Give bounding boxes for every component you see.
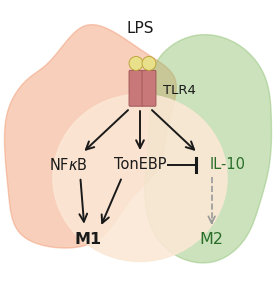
- Text: IL-10: IL-10: [210, 158, 246, 172]
- Text: M2: M2: [200, 232, 224, 247]
- Ellipse shape: [53, 94, 227, 261]
- Text: TLR4: TLR4: [163, 84, 196, 97]
- Text: NF$\kappa$B: NF$\kappa$B: [49, 157, 88, 173]
- FancyBboxPatch shape: [142, 70, 156, 106]
- Polygon shape: [4, 25, 176, 248]
- Circle shape: [129, 56, 143, 70]
- Text: LPS: LPS: [126, 21, 154, 36]
- Text: TonEBP: TonEBP: [114, 158, 166, 172]
- FancyBboxPatch shape: [129, 70, 143, 106]
- Polygon shape: [145, 34, 272, 263]
- Text: M1: M1: [75, 232, 102, 247]
- Circle shape: [142, 56, 156, 70]
